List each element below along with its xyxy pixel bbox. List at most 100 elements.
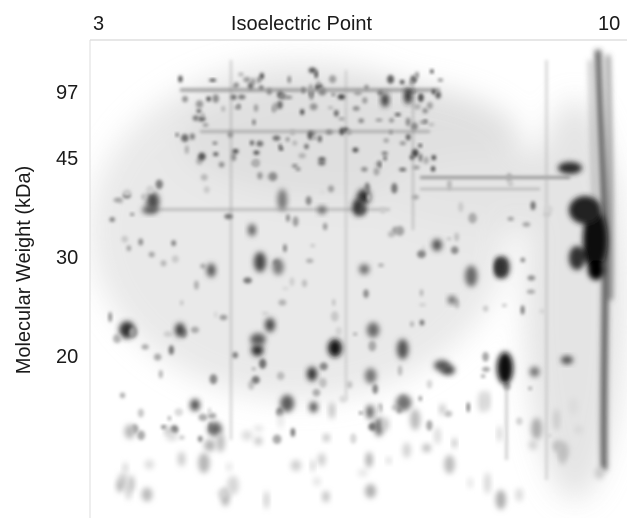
gel-spot [418,153,423,162]
gel-spot [358,411,363,415]
gel-spot [411,78,417,82]
gel-spot [130,212,135,216]
gel-spot [289,129,296,136]
gel-spot [528,386,533,391]
gel-spot [372,383,379,395]
gel-spot [155,179,163,190]
gel-spot [165,432,178,441]
gel-spot [279,93,287,100]
gel-spot [290,427,296,437]
gel-spot [391,226,399,235]
gel-spot [308,83,314,92]
gel-spot [439,403,446,415]
y-tick-30: 30 [56,247,79,269]
gel-spot [323,434,330,442]
gel-spot [410,321,414,328]
gel-spot [254,437,263,445]
gel-spot [394,112,401,117]
gel-spot [232,351,239,359]
gel-spot [238,72,244,77]
gel-spot [248,224,256,236]
gel-spot [415,71,419,79]
gel-spot [175,323,185,337]
gel-spot [331,92,336,97]
gel-spot [170,425,179,434]
gel-spot [141,487,153,502]
gel-spot [428,122,435,127]
gel-spot [218,161,225,168]
gel-spot [207,412,217,419]
gel-spot [305,196,312,206]
gel-spot [141,344,149,350]
gel-spot [226,462,232,472]
gel-spot [190,399,200,411]
gel-spot [507,180,514,188]
gel-spot [200,263,206,269]
gel-spot [289,277,295,287]
gel-spot [313,477,321,486]
gel-spot [171,240,176,247]
gel-spot [448,296,456,304]
gel-spot [435,91,442,99]
gel-spot [529,366,540,377]
gel-spot [437,78,443,82]
y-tick-20: 20 [56,346,79,368]
gel-spot [375,118,383,122]
gel-spot [441,365,455,375]
gel-spot [272,258,284,275]
gel-spot [312,136,318,140]
y-tick-97: 97 [56,82,79,104]
gel-spot [363,289,369,299]
gel-spot [281,286,290,291]
gel-spot [434,427,441,445]
gel-spot [481,374,486,378]
gel-spot [482,305,489,312]
gel-spot [466,402,470,413]
gel-spot [378,160,382,169]
gel-spot [192,115,199,121]
gel-spot [256,76,262,84]
gel-spot [346,129,352,135]
gel-spot [250,333,266,346]
gel-spot [418,395,422,402]
gel-spot [411,148,419,158]
gel-spot [430,69,434,74]
gel-spot [250,140,254,146]
gel-spot [216,433,225,453]
gel-spot [318,156,326,162]
gel-spot [168,345,174,355]
gel-spot [138,238,144,246]
gel-spot [231,153,237,162]
gel-spot [195,100,204,108]
gel-spot [380,207,386,214]
gel-spot [241,430,253,441]
gel-spot [419,289,424,297]
gel-spot [332,298,336,307]
gel-spot [276,371,285,381]
gel-spot [452,438,457,449]
gel-spot [501,303,507,308]
gel-spot [322,490,330,503]
gel-spot [357,468,368,477]
gel-spot [268,171,278,182]
gel-spot [417,93,424,103]
gel-spot [171,255,179,263]
gel-spot [224,213,233,220]
gel-spot [236,103,241,109]
gel-spot [364,182,370,193]
gel-spot [364,84,369,90]
gel-spot [227,475,239,495]
gel-spot [328,339,342,357]
gel-spot [247,82,254,90]
gel-spot [419,120,427,124]
gel-spot [317,160,326,166]
gel-spot [261,311,269,315]
gel-spot [256,140,264,147]
gel-spot [539,308,547,314]
x-axis-right-label: 10 [598,13,621,35]
gel-spot [202,123,209,127]
gel-spot [368,340,377,352]
gel-spot [495,258,504,277]
gel-spot [221,105,226,112]
gel-spot [209,78,217,82]
